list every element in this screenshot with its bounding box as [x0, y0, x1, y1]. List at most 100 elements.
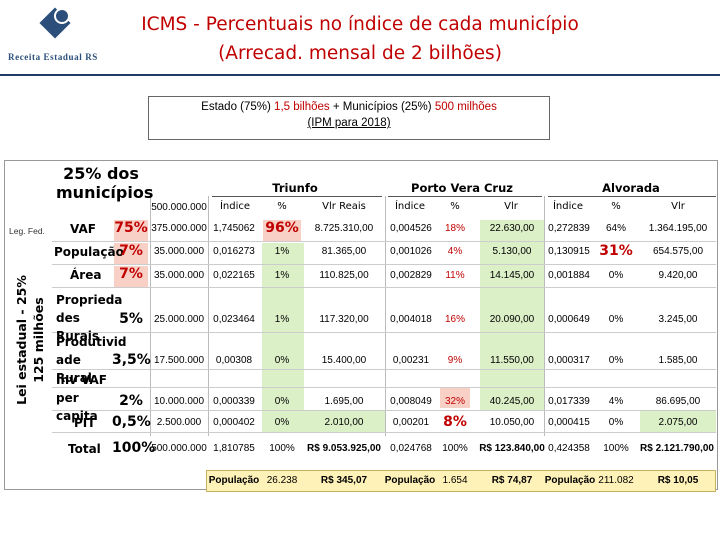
alvorada-total-bg	[640, 410, 716, 432]
side-label: Lei estadual - 25% 125 milhões	[8, 246, 52, 434]
page-subtitle: (Arrecad. mensal de 2 bilhões)	[218, 43, 502, 64]
municipal-share-value: 500 milhões	[434, 101, 497, 113]
alvorada-total-pct: 100%	[603, 443, 629, 454]
col-header: Vlr Reais	[322, 201, 366, 212]
row-label: População	[54, 245, 124, 259]
pvc-index: 0,00201	[392, 417, 430, 428]
alvorada-pct: 0%	[608, 270, 624, 281]
alvorada-index: 0,001884	[548, 270, 590, 281]
col-header: Índice	[394, 201, 426, 212]
grid-line	[52, 369, 716, 370]
pvc-pct: 8%	[443, 414, 467, 430]
pvc-value: 14.145,00	[489, 270, 535, 281]
alvorada-value: 9.420,00	[658, 270, 698, 281]
total-label: Total	[68, 442, 101, 456]
leg-fed-label: Leg. Fed.	[9, 226, 45, 236]
triunfo-value: 81.365,00	[321, 246, 367, 257]
col-header: Índice	[552, 201, 584, 212]
state-share-label: Estado (75%)	[201, 101, 275, 113]
municipal-share-label: + Municípios (25%)	[329, 101, 435, 113]
grid-line	[52, 287, 716, 288]
alvorada-index: 0,272839	[548, 223, 590, 234]
row-weight: 5%	[119, 311, 143, 327]
triunfo-index: 0,00308	[215, 355, 253, 366]
revenue-split-line: Estado (75%) 1,5 bilhões + Municípios (2…	[149, 101, 549, 113]
row-weight: 75%	[114, 220, 148, 236]
header-divider	[0, 74, 720, 76]
col-header: Vlr	[504, 201, 518, 212]
col-header: Vlr	[671, 201, 685, 212]
triunfo-total-value: R$ 9.053.925,00	[307, 443, 381, 454]
row-base: 35.000.000	[153, 246, 205, 257]
triunfo-pct: 0%	[274, 355, 290, 366]
triunfo-index: 0,000339	[213, 396, 255, 407]
row-base: 35.000.000	[153, 270, 205, 281]
alvorada-index: 0,000415	[548, 417, 590, 428]
col-header: %	[277, 201, 287, 212]
footer-pop-label: População	[544, 475, 596, 486]
pvc-pct: 4%	[447, 246, 463, 257]
triunfo-pct: 0%	[274, 417, 290, 428]
row-weight: 2%	[119, 393, 143, 409]
pvc-index: 0,004526	[390, 223, 432, 234]
grid-line	[52, 410, 716, 411]
row-weight: 3,5%	[112, 352, 151, 368]
pvc-total-value: R$ 123.840,00	[479, 443, 545, 454]
triunfo-vaf-highlight	[263, 220, 301, 241]
grid-line	[52, 241, 716, 242]
footer-pop-label: População	[384, 475, 436, 486]
row-label: VAF	[70, 222, 96, 236]
row-label: PIT	[74, 416, 96, 430]
alvorada-index: 0,017339	[548, 396, 590, 407]
row-base: 25.000.000	[153, 314, 205, 325]
side-label-line1: Lei estadual - 25%	[14, 275, 29, 405]
row-base: 375.000.000	[151, 223, 207, 234]
grid-line	[52, 264, 716, 265]
revenue-split-box: Estado (75%) 1,5 bilhões + Municípios (2…	[148, 96, 550, 140]
triunfo-value: 110.825,00	[319, 270, 369, 281]
triunfo-index: 0,023464	[213, 314, 255, 325]
alvorada-value: 3.245,00	[658, 314, 698, 325]
group-underline	[388, 196, 542, 197]
pvc-value: 40.245,00	[489, 396, 535, 407]
receita-estadual-logo: Receita Estadual RS	[4, 6, 114, 68]
total-base: 500.000.000	[151, 443, 207, 454]
pvc-pct: 32%	[444, 396, 465, 407]
row-weight: 7%	[119, 266, 143, 282]
pvc-index: 0,002829	[390, 270, 432, 281]
alvorada-index: 0,130915	[548, 246, 590, 257]
state-share-value: 1,5 bilhões	[274, 101, 330, 113]
row-weight: 0,5%	[112, 414, 151, 430]
pvc-value: 22.630,00	[489, 223, 535, 234]
row-label: Proprieda des Rurais	[56, 293, 123, 343]
grid-line	[52, 387, 716, 388]
alvorada-pct: 0%	[608, 417, 624, 428]
alvorada-pct: 4%	[608, 396, 624, 407]
triunfo-value: 117.320,00	[319, 314, 369, 325]
alvorada-total-value: R$ 2.121.790,00	[640, 443, 714, 454]
col-header: %	[611, 201, 621, 212]
alvorada-index: 0,000649	[548, 314, 590, 325]
pct-highlight	[114, 220, 148, 241]
alvorada-value: 2.075,00	[658, 417, 698, 428]
grid-line	[52, 332, 716, 333]
row-label: Inv VAF per capita	[56, 373, 107, 423]
triunfo-population: 26.238	[266, 475, 298, 486]
pct-highlight	[114, 266, 148, 287]
row-base: 10.000.000	[153, 396, 205, 407]
row-base: 17.500.000	[153, 355, 205, 366]
pvc-index: 0,00231	[392, 355, 430, 366]
col-header: %	[450, 201, 460, 212]
row-label: Área	[70, 268, 102, 282]
page-title: ICMS - Percentuais no índice de cada mun…	[141, 14, 579, 35]
pvc-total-index: 0,024768	[390, 443, 432, 454]
ipm-table	[4, 160, 718, 490]
group-underline	[212, 196, 382, 197]
triunfo-per-capita: R$ 345,07	[320, 475, 368, 486]
grid-line	[385, 196, 386, 436]
alvorada-total-index: 0,424358	[548, 443, 590, 454]
alvorada-per-capita: R$ 10,05	[657, 475, 699, 486]
pvc-pct: 9%	[447, 355, 463, 366]
corner-title-line1: 25% dos	[63, 164, 139, 183]
triunfo-value: 8.725.310,00	[314, 223, 374, 234]
